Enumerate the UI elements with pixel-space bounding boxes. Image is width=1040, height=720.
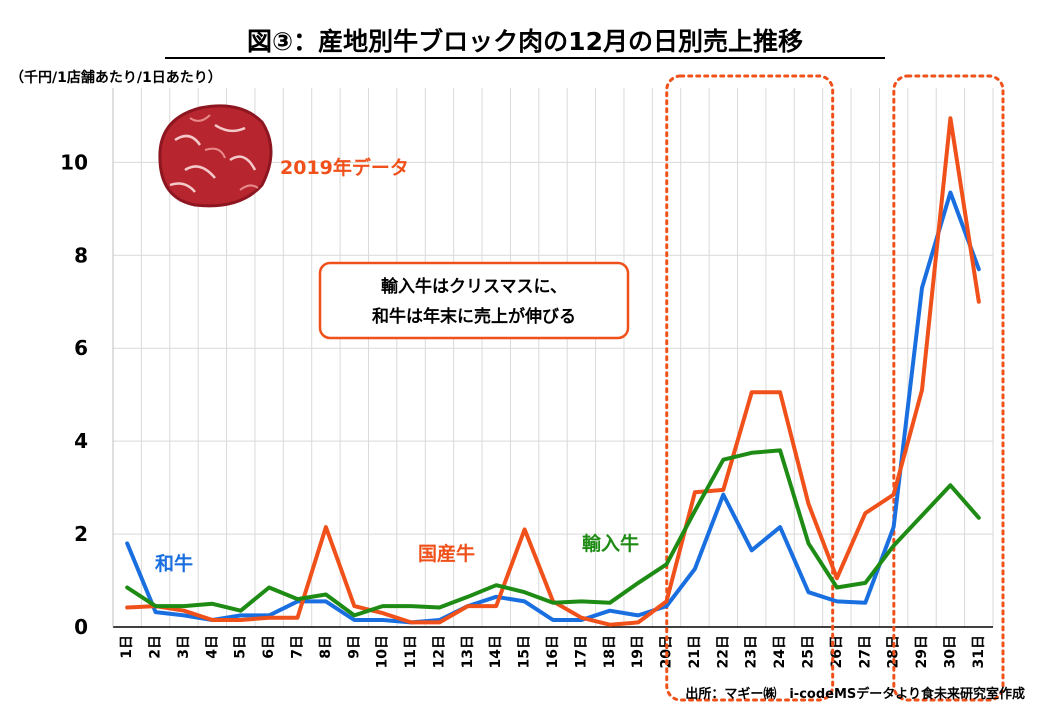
- x-tick-label: 12日: [431, 635, 447, 668]
- series-lines: [125, 116, 981, 627]
- y-tick-label: 0: [74, 615, 88, 639]
- label-imported: 輸入牛: [582, 532, 639, 555]
- x-tick-label: 29日: [914, 635, 930, 668]
- x-tick-label: 3日: [176, 635, 192, 659]
- beef-block-illustration: [158, 104, 273, 208]
- x-tick-label: 2日: [148, 635, 164, 659]
- x-tick-label: 25日: [800, 635, 816, 668]
- x-tick-label: 16日: [545, 635, 561, 668]
- x-tick-label: 15日: [517, 635, 533, 668]
- x-tick-label: 23日: [744, 635, 760, 668]
- source-note: 出所：マギー㈱ i-codeMSデータより食未来研究室作成: [685, 686, 1025, 702]
- x-tick-label: 27日: [857, 635, 873, 668]
- label-wagyu: 和牛: [155, 552, 193, 575]
- y-tick-label: 4: [74, 429, 88, 453]
- highlight-range-box: [665, 74, 835, 702]
- x-tick-label: 11日: [403, 635, 419, 668]
- year-label: 2019年データ: [280, 156, 409, 179]
- x-tick-label: 22日: [715, 635, 731, 668]
- y-tick-label: 10: [60, 150, 88, 174]
- y-tick-label: 8: [74, 243, 88, 267]
- x-axis: 1日 2日 3日 4日 5日 6日 7日 8日 9日 10日 11日 12日 13日 14日 15日 16日 1…: [119, 635, 987, 668]
- x-tick-label: 9日: [346, 635, 362, 659]
- x-tick-label: 31日: [971, 635, 987, 668]
- x-tick-label: 24日: [772, 635, 788, 668]
- x-tick-label: 30日: [942, 635, 958, 668]
- chart-title: 図③：産地別牛ブロック肉の12月の日別売上推移: [247, 27, 803, 56]
- x-tick-label: 19日: [630, 635, 646, 668]
- highlight-range-box: [892, 74, 1005, 702]
- annotation-line-1: 輸入牛はクリスマスに、: [381, 276, 567, 297]
- series-line-輸入牛: [125, 448, 981, 618]
- label-domestic: 国産牛: [418, 542, 475, 565]
- x-tick-label: 10日: [375, 635, 391, 668]
- unit-label: （千円/1店舗あたり/1日あたり）: [10, 69, 222, 86]
- x-tick-label: 17日: [573, 635, 589, 668]
- y-tick-label: 2: [74, 522, 88, 546]
- x-tick-label: 1日: [119, 635, 135, 659]
- x-tick-label: 5日: [233, 635, 249, 659]
- annotation-line-2: 和牛は年末に売上が伸びる: [372, 306, 576, 327]
- x-tick-label: 8日: [318, 635, 334, 659]
- highlight-boxes: [665, 74, 1005, 702]
- x-tick-label: 14日: [488, 635, 504, 668]
- x-tick-label: 13日: [460, 635, 476, 668]
- x-tick-label: 7日: [290, 635, 306, 659]
- y-tick-label: 6: [74, 336, 88, 360]
- x-tick-label: 4日: [204, 635, 220, 659]
- series-line-和牛: [125, 190, 981, 625]
- x-tick-label: 18日: [602, 635, 618, 668]
- y-axis: 0 2 4 6 8 10: [60, 150, 88, 639]
- x-tick-label: 21日: [687, 635, 703, 668]
- annotation-box: 輸入牛はクリスマスに、 和牛は年末に売上が伸びる: [318, 261, 630, 340]
- x-tick-label: 6日: [261, 635, 277, 659]
